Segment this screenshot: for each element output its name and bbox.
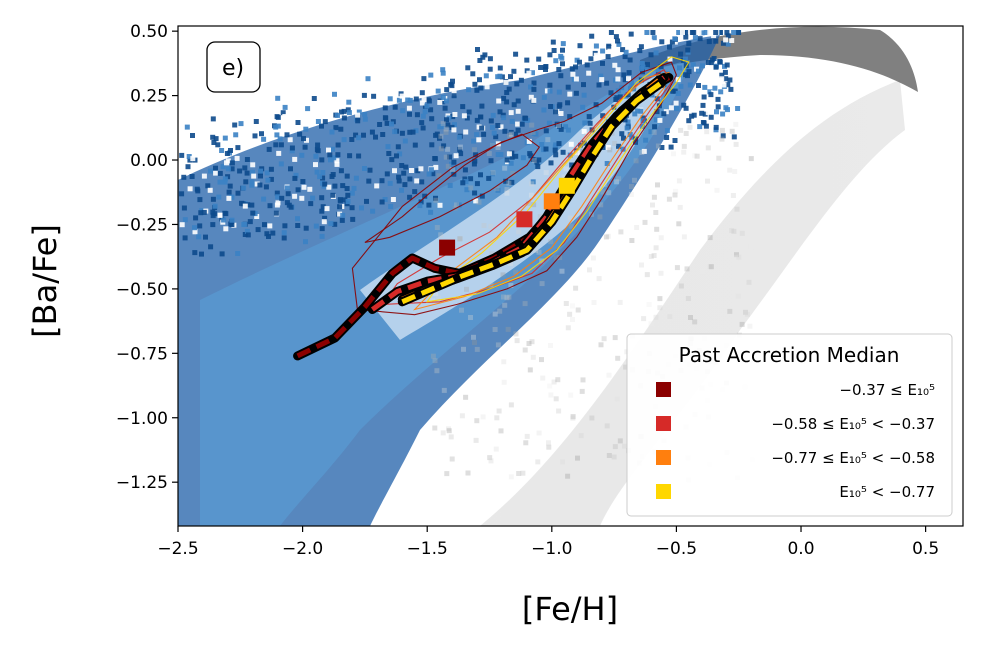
legend-swatch-1 bbox=[656, 382, 671, 397]
median-marker-4 bbox=[558, 177, 575, 194]
median-markers bbox=[439, 177, 575, 256]
y-tick-label: −0.25 bbox=[116, 215, 168, 235]
contour-bin4-4 bbox=[426, 56, 690, 303]
contour-bin1-0 bbox=[351, 61, 678, 316]
panel-label-box: e) bbox=[206, 41, 261, 93]
x-tick-label: 0.0 bbox=[787, 539, 814, 559]
x-tick-label: −1.0 bbox=[531, 539, 572, 559]
legend-box bbox=[626, 333, 953, 517]
median-marker-3 bbox=[543, 193, 560, 210]
y-tick-label: −1.00 bbox=[116, 409, 168, 429]
y-tick-label: 0.25 bbox=[130, 87, 168, 107]
x-tick-label: −1.5 bbox=[407, 539, 448, 559]
x-axis-title: [Fe/H] bbox=[522, 590, 618, 628]
median-tracks bbox=[293, 73, 674, 361]
y-axis-title: [Ba/Fe] bbox=[26, 224, 64, 338]
legend: Past Accretion Median −0.37 ≤ E₁₀⁵ −0.58 … bbox=[626, 333, 953, 517]
median-track-4 bbox=[401, 80, 663, 305]
x-axis-ticks: −2.5 −2.0 −1.5 −1.0 −0.5 0.0 0.5 bbox=[157, 526, 939, 559]
median-marker-1 bbox=[439, 239, 456, 256]
legend-label-3: −0.77 ≤ E₁₀⁵ < −0.58 bbox=[771, 449, 935, 467]
x-tick-label: −0.5 bbox=[656, 539, 697, 559]
x-tick-label: −2.5 bbox=[157, 539, 198, 559]
legend-label-2: −0.58 ≤ E₁₀⁵ < −0.37 bbox=[771, 415, 935, 433]
legend-label-1: −0.37 ≤ E₁₀⁵ bbox=[839, 381, 935, 399]
y-tick-label: −0.75 bbox=[116, 344, 168, 364]
x-tick-label: 0.5 bbox=[912, 539, 939, 559]
y-tick-label: −0.50 bbox=[116, 280, 168, 300]
x-tick-label: −2.0 bbox=[282, 539, 323, 559]
panel-label: e) bbox=[222, 56, 244, 81]
y-axis-ticks: 0.50 0.25 0.00 −0.25 −0.50 −0.75 −1.00 −1.25 bbox=[116, 22, 178, 493]
y-tick-label: −1.25 bbox=[116, 473, 168, 493]
legend-title: Past Accretion Median bbox=[679, 343, 900, 367]
contour-bin1-1 bbox=[364, 133, 541, 244]
legend-label-4: E₁₀⁵ < −0.77 bbox=[839, 483, 935, 501]
median-marker-2 bbox=[516, 211, 533, 228]
density-speckles bbox=[179, 30, 755, 483]
y-tick-label: 0.00 bbox=[130, 151, 168, 171]
legend-swatch-2 bbox=[656, 416, 671, 431]
plot-frame bbox=[177, 25, 964, 527]
y-tick-label: 0.50 bbox=[130, 22, 168, 42]
legend-swatch-4 bbox=[656, 484, 671, 499]
thin-disk-grey-band bbox=[330, 80, 905, 526]
legend-swatch-3 bbox=[656, 450, 671, 465]
